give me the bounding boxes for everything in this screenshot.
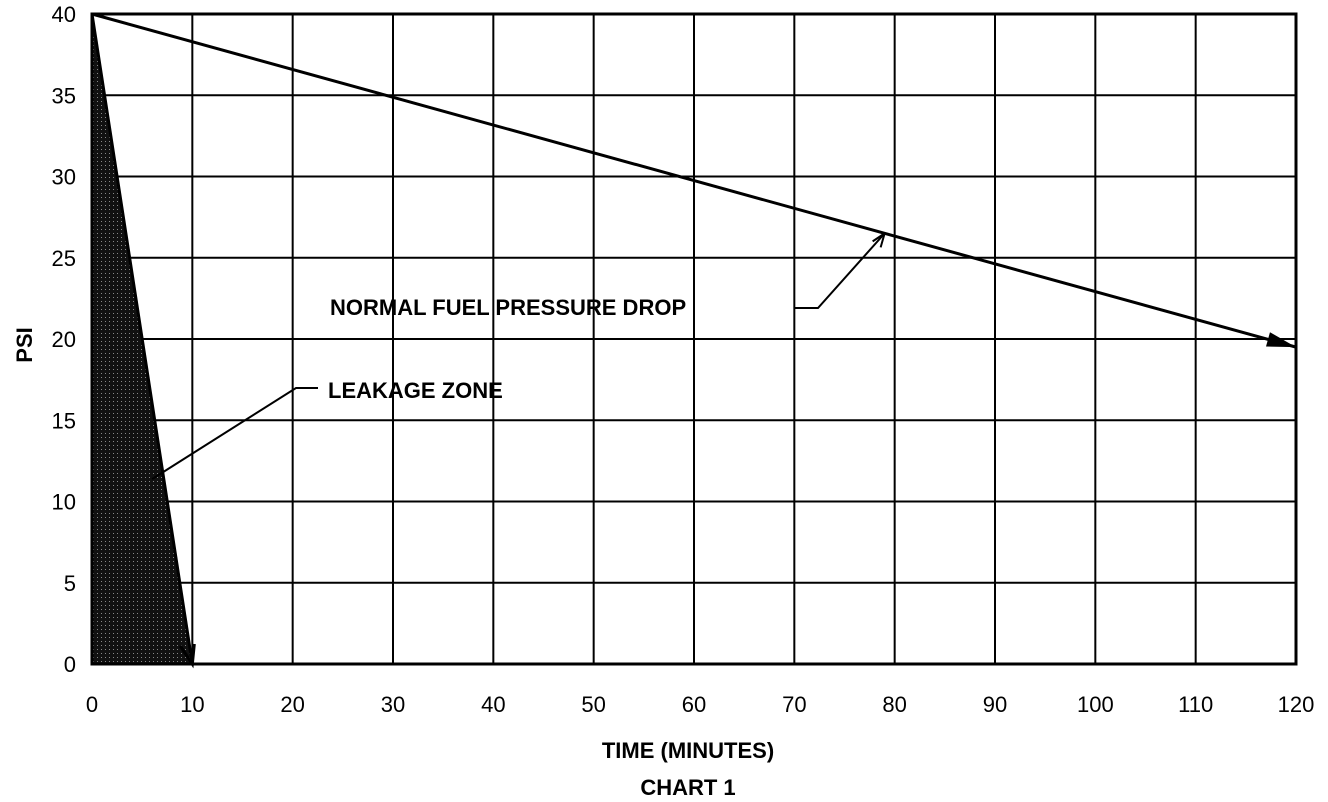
y-tick-label: 15: [52, 408, 76, 433]
leakage-arrowhead: [179, 643, 196, 669]
normal-drop-leader-arrow: [872, 232, 886, 248]
x-tick-label: 120: [1278, 692, 1315, 717]
x-tick-label: 10: [180, 692, 204, 717]
leakage-zone-area: [90, 13, 195, 666]
x-tick-label: 50: [581, 692, 605, 717]
y-tick-label: 0: [64, 652, 76, 677]
x-tick-label: 40: [481, 692, 505, 717]
x-tick-label: 70: [782, 692, 806, 717]
y-tick-label: 30: [52, 165, 76, 190]
y-tick-label: 20: [52, 327, 76, 352]
tick-labels: 0 10 20 30 40 50 60 70 80 90 100 110 120 0 5 10 15 20 25 30…: [52, 2, 1315, 717]
y-axis-label: PSI: [12, 327, 37, 362]
grid: [90, 12, 1298, 666]
annotation-leakage-zone: LEAKAGE ZONE: [328, 378, 503, 403]
x-axis-label: TIME (MINUTES): [602, 738, 774, 763]
normal-pressure-line: [91, 12, 1297, 349]
marks: [90, 12, 1297, 669]
y-tick-label: 5: [64, 571, 76, 596]
annotation-normal-drop: NORMAL FUEL PRESSURE DROP: [330, 295, 686, 320]
normal-drop-leader: [795, 232, 886, 309]
x-tick-label: 20: [280, 692, 304, 717]
leakage-zone-leader: [151, 387, 318, 480]
x-tick-label: 110: [1178, 692, 1213, 717]
x-tick-label: 90: [983, 692, 1007, 717]
y-tick-label: 40: [52, 2, 76, 27]
y-tick-label: 25: [52, 246, 76, 271]
x-tick-label: 0: [86, 692, 98, 717]
normal-arrowhead: [1266, 332, 1296, 348]
x-tick-label: 30: [381, 692, 405, 717]
x-tick-label: 100: [1077, 692, 1114, 717]
x-tick-label: 80: [882, 692, 906, 717]
y-tick-label: 10: [52, 490, 76, 515]
chart-title: CHART 1: [640, 775, 735, 800]
y-tick-label: 35: [52, 83, 76, 108]
x-tick-label: 60: [682, 692, 706, 717]
